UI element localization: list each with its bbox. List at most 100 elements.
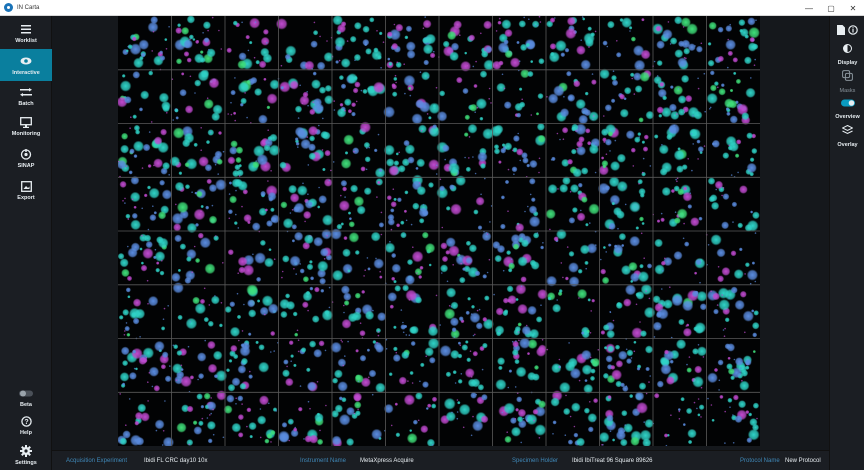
well-image[interactable] — [652, 177, 703, 228]
nav-item-batch[interactable]: Batch — [0, 84, 52, 110]
well-image[interactable] — [707, 177, 760, 232]
well-image[interactable] — [171, 69, 223, 122]
well-image[interactable] — [706, 70, 756, 125]
well-image[interactable] — [439, 287, 494, 339]
well-image[interactable] — [598, 391, 654, 446]
well-image[interactable] — [227, 178, 280, 232]
well-image[interactable] — [652, 392, 705, 446]
well-image[interactable] — [282, 339, 327, 392]
well-image[interactable] — [172, 282, 223, 330]
well-image[interactable] — [330, 339, 386, 394]
maximize-button[interactable]: ▢ — [827, 3, 835, 13]
well-image[interactable] — [496, 68, 544, 118]
well-image[interactable] — [118, 69, 171, 123]
nav-item-interactive[interactable]: Interactive — [0, 49, 52, 81]
panel-item-masks[interactable]: Masks — [830, 68, 864, 94]
well-image[interactable] — [705, 232, 759, 285]
well-image[interactable] — [440, 392, 489, 437]
well-image[interactable] — [440, 230, 492, 284]
panel-item-overlay[interactable]: Overlay — [830, 122, 864, 148]
well-image[interactable] — [495, 337, 547, 391]
well-image[interactable] — [118, 393, 175, 446]
minimize-button[interactable]: — — [805, 3, 813, 13]
close-button[interactable]: ✕ — [849, 3, 857, 13]
well-image[interactable] — [550, 123, 601, 178]
nav-item-monitoring[interactable]: Monitoring — [0, 114, 52, 142]
well-image[interactable] — [386, 174, 434, 231]
well-image[interactable] — [707, 17, 760, 69]
well-image[interactable] — [492, 16, 545, 70]
well-image[interactable] — [118, 124, 171, 178]
well-image[interactable] — [707, 343, 756, 391]
well-image[interactable] — [602, 17, 651, 72]
well-image[interactable] — [174, 16, 223, 65]
nav-item-export[interactable]: Export — [0, 178, 52, 206]
well-image[interactable] — [383, 71, 441, 125]
well-image[interactable] — [600, 232, 653, 285]
well-image[interactable] — [707, 394, 760, 444]
well-image[interactable] — [279, 71, 334, 120]
well-image[interactable] — [226, 339, 279, 392]
well-image[interactable] — [119, 175, 173, 231]
well-image[interactable] — [118, 287, 169, 340]
well-image[interactable] — [169, 125, 225, 176]
well-image[interactable] — [224, 283, 279, 337]
well-image[interactable] — [332, 121, 386, 179]
well-image[interactable] — [383, 392, 438, 446]
panel-item-display[interactable]: Display — [830, 40, 864, 66]
well-image[interactable] — [386, 16, 440, 69]
well-image[interactable] — [493, 283, 548, 339]
well-image[interactable] — [602, 338, 654, 393]
well-image[interactable] — [492, 232, 545, 283]
well-image[interactable] — [277, 400, 327, 446]
well-image[interactable] — [546, 342, 601, 394]
well-image[interactable] — [223, 394, 278, 444]
well-image[interactable] — [598, 123, 652, 177]
well-plate-overview[interactable] — [118, 16, 760, 446]
well-image[interactable] — [385, 337, 440, 389]
well-image[interactable] — [172, 339, 228, 393]
well-image[interactable] — [384, 231, 436, 285]
well-image[interactable] — [171, 178, 227, 234]
well-image[interactable] — [652, 286, 708, 339]
well-image[interactable] — [331, 285, 387, 339]
well-image[interactable] — [656, 339, 708, 389]
well-image[interactable] — [118, 233, 169, 282]
well-image[interactable] — [119, 340, 172, 392]
well-image[interactable] — [546, 16, 597, 70]
well-image[interactable] — [436, 70, 492, 122]
nav-item-help[interactable]: ? Help — [0, 413, 52, 439]
well-image[interactable] — [122, 16, 170, 71]
well-image[interactable] — [279, 124, 332, 173]
well-image[interactable] — [227, 76, 280, 125]
well-image[interactable] — [600, 283, 656, 339]
well-image[interactable] — [333, 73, 387, 118]
well-image[interactable] — [281, 229, 333, 285]
nav-item-worklist[interactable]: Worklist — [0, 20, 52, 46]
well-image[interactable] — [498, 391, 547, 444]
well-image[interactable] — [546, 228, 598, 288]
well-image[interactable] — [336, 178, 385, 230]
file-icon[interactable] — [837, 22, 845, 40]
well-image[interactable] — [545, 176, 600, 231]
well-image[interactable] — [227, 129, 281, 178]
well-image[interactable] — [279, 286, 334, 337]
well-image[interactable] — [500, 177, 541, 233]
well-image[interactable] — [442, 20, 495, 72]
well-image[interactable] — [383, 124, 440, 177]
toggle-icon[interactable] — [19, 387, 33, 399]
well-image[interactable] — [706, 286, 760, 338]
nav-item-settings[interactable]: Settings — [0, 443, 52, 469]
well-image[interactable] — [546, 288, 596, 339]
well-image[interactable] — [176, 390, 227, 446]
well-image[interactable] — [653, 123, 706, 176]
well-image[interactable] — [226, 17, 273, 70]
nav-item-beta[interactable]: Beta — [0, 385, 52, 409]
well-image[interactable] — [546, 70, 599, 125]
well-image[interactable] — [227, 230, 276, 282]
well-image[interactable] — [651, 16, 703, 71]
well-image[interactable] — [654, 237, 706, 284]
well-image[interactable] — [490, 122, 546, 178]
well-image[interactable] — [711, 132, 758, 178]
well-image[interactable] — [439, 340, 488, 391]
